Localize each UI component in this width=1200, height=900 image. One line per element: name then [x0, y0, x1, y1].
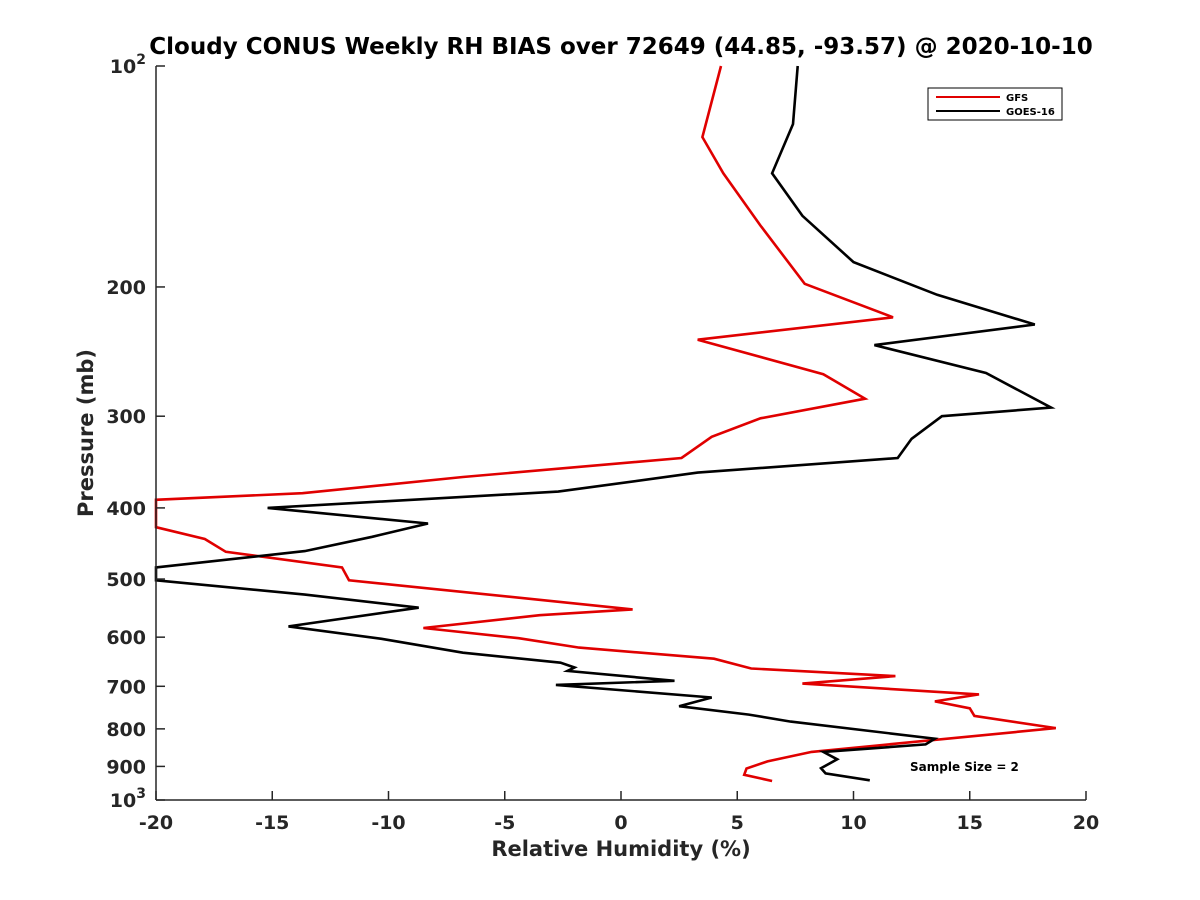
- y-tick-label: 600: [106, 627, 146, 649]
- y-tick-label: 200: [106, 277, 146, 299]
- y-axis-label: Pressure (mb): [74, 349, 98, 517]
- y-ticks: 102 200 300 400 500 600 700 800 900 103: [106, 52, 165, 812]
- sample-size-annotation: Sample Size = 2: [910, 760, 1019, 774]
- x-tick-label: 0: [614, 812, 627, 834]
- legend: GFS GOES-16: [927, 87, 1063, 121]
- y-tick-label: 500: [106, 569, 146, 591]
- x-tick-label: -10: [371, 812, 405, 834]
- y-tick-label: 300: [106, 406, 146, 428]
- y-tick-label: 900: [106, 756, 146, 778]
- series-line-gfs: [154, 65, 1056, 783]
- x-axis-label: Relative Humidity (%): [491, 837, 750, 861]
- series-layer: [154, 65, 1056, 783]
- y-tick-label: 103: [110, 786, 146, 812]
- y-tick-label: 400: [106, 498, 146, 520]
- x-ticks: -20 -15 -10 -5 0 5 10 15 20: [139, 791, 1099, 834]
- x-tick-label: 5: [731, 812, 744, 834]
- x-tick-label: 20: [1073, 812, 1099, 834]
- legend-label-goes16: GOES-16: [1006, 107, 1055, 118]
- x-tick-label: -15: [255, 812, 289, 834]
- chart-title: Cloudy CONUS Weekly RH BIAS over 72649 (…: [149, 34, 1092, 60]
- x-tick-label: -5: [494, 812, 515, 834]
- series-line-goes16: [154, 65, 1056, 782]
- legend-box: [927, 87, 1063, 121]
- x-tick-label: -20: [139, 812, 173, 834]
- y-tick-label: 102: [110, 52, 146, 78]
- y-tick-label: 700: [106, 676, 146, 698]
- plot-area: [156, 66, 1086, 800]
- y-tick-label: 800: [106, 719, 146, 741]
- x-tick-label: 15: [957, 812, 983, 834]
- legend-label-gfs: GFS: [1006, 93, 1028, 104]
- x-tick-label: 10: [840, 812, 866, 834]
